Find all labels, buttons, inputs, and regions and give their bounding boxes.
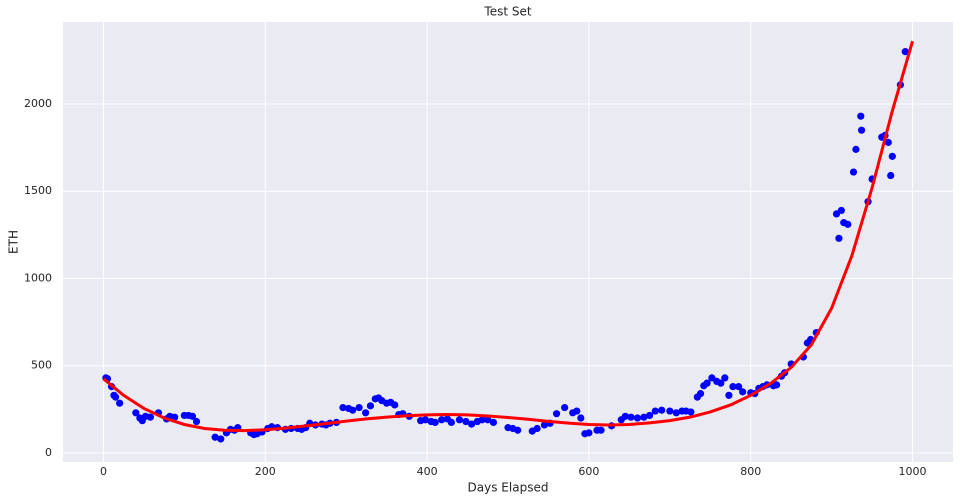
- x-tick-label: 800: [740, 465, 761, 478]
- x-tick-label: 200: [255, 465, 276, 478]
- scatter-point: [640, 413, 648, 421]
- scatter-point: [703, 379, 711, 387]
- scatter-point: [192, 417, 201, 426]
- scatter-point: [651, 407, 659, 415]
- x-tick-label: 0: [100, 465, 107, 478]
- scatter-point: [438, 416, 446, 424]
- scatter-point: [725, 391, 733, 399]
- scatter-point: [852, 145, 860, 153]
- scatter-point: [455, 416, 464, 424]
- scatter-point: [734, 383, 743, 391]
- scatter-point: [355, 403, 363, 412]
- scatter-point: [577, 414, 585, 422]
- y-tick-label: 2000: [24, 97, 52, 110]
- scatter-point: [901, 48, 909, 56]
- y-axis-label: ETH: [7, 230, 21, 254]
- scatter-point: [339, 403, 347, 412]
- scatter-point: [111, 393, 120, 401]
- scatter-point: [658, 406, 666, 414]
- scatter-point: [835, 234, 843, 242]
- scatter-point: [431, 418, 439, 426]
- scatter-point: [132, 409, 140, 417]
- fit-line: [102, 40, 914, 433]
- scatter-point: [887, 171, 895, 180]
- chart-title: Test Set: [483, 5, 531, 19]
- scatter-point: [633, 414, 642, 422]
- scatter-point: [573, 407, 581, 415]
- scatter-point: [672, 409, 680, 417]
- x-tick-label: 400: [417, 465, 438, 478]
- scatter-point: [884, 138, 892, 146]
- scatter-point: [888, 152, 896, 160]
- y-tick-label: 1500: [24, 184, 52, 197]
- scatter-point: [857, 126, 866, 134]
- scatter-point: [146, 413, 154, 421]
- x-tick-label: 600: [578, 465, 599, 478]
- y-tick-label: 500: [31, 359, 52, 372]
- scatter-point: [849, 168, 858, 176]
- y-tick-label: 1000: [24, 271, 52, 284]
- scatter-point: [687, 408, 695, 416]
- scatter-point: [462, 417, 470, 426]
- scatter-point: [467, 420, 476, 428]
- scatter-point: [739, 388, 747, 396]
- scatter-point: [773, 381, 781, 389]
- scatter-point: [857, 112, 865, 120]
- scatter-point: [171, 413, 179, 421]
- scatter-point: [729, 383, 737, 391]
- scatter-point: [514, 426, 522, 434]
- scatter-point: [116, 399, 124, 407]
- scatter-point: [349, 406, 357, 414]
- scatter-point: [484, 416, 492, 424]
- scatter-point: [597, 426, 605, 434]
- scatter-point: [621, 412, 629, 420]
- scatter-point: [721, 374, 729, 382]
- scatter-point: [561, 403, 569, 412]
- x-axis-label: Days Elapsed: [468, 481, 549, 495]
- scatter-point: [211, 433, 219, 441]
- scatter-point: [489, 418, 498, 426]
- y-tick-label: 0: [45, 446, 52, 459]
- scatter-point: [717, 379, 725, 387]
- scatter-point: [696, 390, 705, 398]
- scatter-point: [447, 418, 455, 426]
- scatter-point: [645, 411, 654, 420]
- scatter-point: [188, 412, 197, 420]
- scatter-point: [552, 410, 561, 418]
- scatter-point: [540, 421, 549, 429]
- scatter-point: [844, 220, 852, 228]
- scatter-point: [666, 407, 674, 415]
- scatter-point: [478, 416, 486, 424]
- scatter-point: [533, 424, 541, 433]
- scatter-point: [366, 402, 375, 410]
- scatter-point: [421, 416, 430, 424]
- scatter-point: [362, 409, 370, 417]
- plot-area: [63, 22, 953, 462]
- scatter-point: [837, 206, 845, 215]
- scatter-point: [627, 413, 635, 421]
- scatter-point: [391, 401, 399, 409]
- scatter-point: [585, 429, 593, 437]
- scatter-point: [217, 435, 225, 443]
- x-tick-label: 1000: [899, 465, 927, 478]
